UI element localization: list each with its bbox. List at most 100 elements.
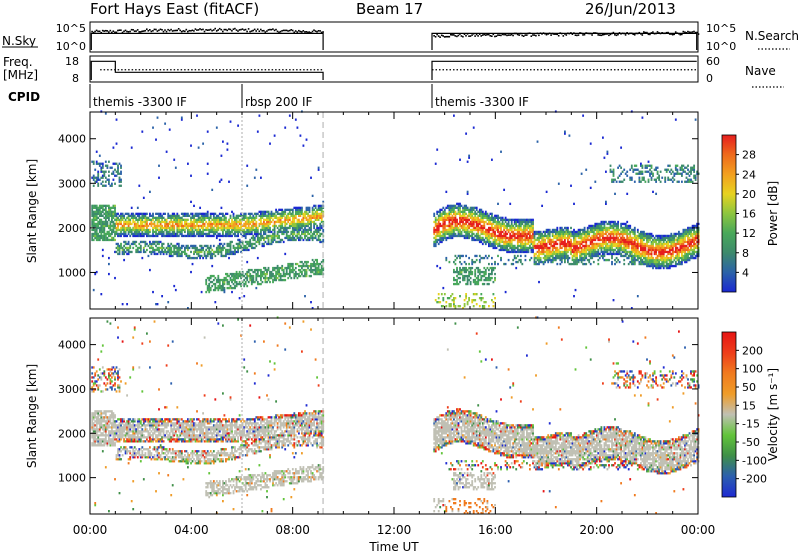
range-cell bbox=[553, 242, 556, 246]
range-cell bbox=[484, 234, 487, 238]
range-cell bbox=[109, 184, 112, 187]
range-cell bbox=[276, 276, 279, 280]
range-cell bbox=[475, 254, 478, 258]
range-cell bbox=[316, 272, 319, 276]
range-cell bbox=[477, 234, 480, 238]
range-cell bbox=[177, 252, 180, 256]
range-cell bbox=[466, 192, 469, 196]
range-cell bbox=[454, 297, 457, 300]
range-cell bbox=[472, 236, 475, 240]
range-cell bbox=[492, 238, 495, 242]
range-cell bbox=[179, 218, 182, 222]
range-cell bbox=[238, 272, 241, 276]
range-cell bbox=[111, 210, 113, 214]
range-cell bbox=[459, 212, 461, 216]
range-cell bbox=[279, 208, 282, 212]
range-cell bbox=[98, 210, 101, 214]
range-cell bbox=[258, 114, 261, 117]
range-cell bbox=[536, 262, 539, 266]
range-cell bbox=[484, 242, 487, 246]
range-cell bbox=[115, 230, 118, 234]
range-cell bbox=[220, 248, 223, 252]
range-cell bbox=[121, 212, 124, 216]
range-cell bbox=[205, 212, 208, 216]
range-cell bbox=[246, 240, 249, 244]
noise-point bbox=[200, 28, 203, 31]
range-cell bbox=[120, 180, 122, 183]
range-cell bbox=[234, 272, 236, 276]
range-cell bbox=[269, 242, 271, 246]
range-cell bbox=[606, 152, 609, 155]
range-cell bbox=[150, 252, 153, 256]
range-cell bbox=[100, 212, 103, 216]
range-cell bbox=[301, 226, 303, 230]
range-cell bbox=[320, 204, 323, 208]
range-cell bbox=[579, 252, 582, 256]
range-cell bbox=[190, 212, 192, 216]
range-cell bbox=[215, 224, 218, 228]
range-cell bbox=[112, 224, 115, 228]
noise-point bbox=[533, 34, 536, 36]
range-cell bbox=[305, 234, 308, 238]
range-cell bbox=[495, 222, 498, 226]
range-cell bbox=[550, 254, 553, 258]
range-cell bbox=[513, 236, 516, 240]
range-cell bbox=[451, 216, 454, 220]
range-cell bbox=[554, 228, 557, 232]
range-cell bbox=[266, 280, 268, 284]
range-cell bbox=[515, 232, 518, 236]
range-cell bbox=[214, 301, 217, 304]
range-cell bbox=[132, 212, 135, 216]
range-cell bbox=[302, 228, 305, 232]
noise-point bbox=[112, 30, 115, 32]
range-cell bbox=[196, 220, 198, 224]
range-cell bbox=[255, 220, 258, 224]
range-cell bbox=[524, 238, 527, 242]
range-cell bbox=[294, 274, 297, 278]
range-cell bbox=[285, 236, 288, 240]
range-cell bbox=[294, 216, 297, 220]
range-cell bbox=[565, 236, 568, 240]
range-cell bbox=[597, 248, 600, 252]
noise-point bbox=[159, 28, 162, 31]
range-cell bbox=[269, 270, 271, 274]
range-cell bbox=[573, 252, 575, 256]
range-cell bbox=[301, 208, 303, 212]
noise-point bbox=[526, 34, 528, 36]
range-cell bbox=[200, 212, 203, 216]
range-cell bbox=[592, 226, 595, 230]
range-cell bbox=[567, 256, 569, 260]
range-cell bbox=[498, 248, 501, 252]
range-cell bbox=[529, 224, 531, 228]
range-cell bbox=[266, 242, 268, 246]
range-cell bbox=[481, 307, 484, 310]
range-cell bbox=[574, 242, 577, 246]
range-cell bbox=[104, 176, 107, 179]
range-cell bbox=[158, 176, 160, 179]
range-cell bbox=[440, 224, 443, 228]
range-cell bbox=[488, 220, 490, 224]
range-cell bbox=[235, 226, 238, 230]
range-cell bbox=[293, 228, 296, 232]
range-cell bbox=[117, 228, 119, 232]
range-cell bbox=[302, 216, 305, 220]
range-cell bbox=[481, 297, 484, 300]
range-cell bbox=[562, 234, 565, 238]
range-cell bbox=[94, 204, 97, 208]
range-cell bbox=[301, 266, 303, 270]
range-cell bbox=[275, 278, 278, 282]
range-cell bbox=[498, 242, 501, 246]
range-cell bbox=[457, 204, 460, 208]
range-cell bbox=[253, 224, 256, 228]
range-cell bbox=[176, 222, 179, 226]
range-cell bbox=[272, 238, 274, 242]
range-cell bbox=[212, 218, 215, 222]
noise-point bbox=[641, 34, 644, 36]
range-cell bbox=[111, 184, 113, 187]
range-cell bbox=[589, 240, 592, 244]
range-cell bbox=[97, 216, 100, 220]
range-cell bbox=[94, 176, 97, 179]
range-cell bbox=[218, 280, 221, 284]
range-cell bbox=[304, 216, 306, 220]
range-cell bbox=[108, 206, 110, 210]
